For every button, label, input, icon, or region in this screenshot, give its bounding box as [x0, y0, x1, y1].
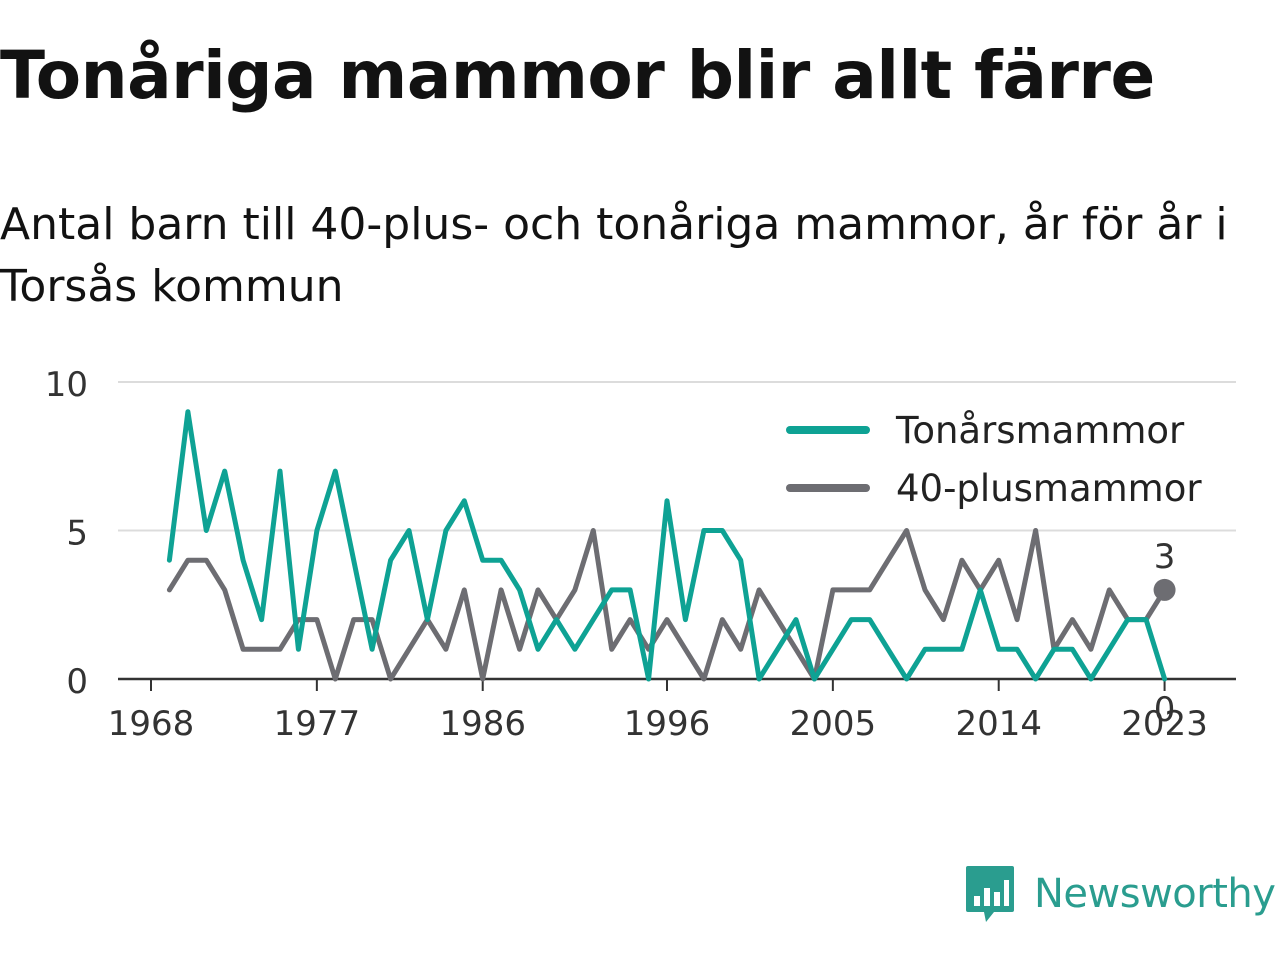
- brand-name: Newsworthy: [1034, 871, 1276, 917]
- x-axis: 1968 1977 1986 1996 2005 2014 2023: [108, 677, 1236, 744]
- grid-lines: [118, 381, 1236, 532]
- series-end-label: 3: [1154, 537, 1176, 577]
- series-line: [166, 528, 1168, 682]
- x-tick-label: 1977: [274, 704, 361, 744]
- series-end-label: 0: [1154, 690, 1176, 730]
- x-tick-label: 2005: [790, 704, 877, 744]
- series-line: [166, 409, 1168, 682]
- y-tick-label: 5: [66, 514, 88, 554]
- x-tick-label: 2014: [955, 704, 1042, 744]
- y-axis: 0 5 10: [45, 365, 88, 702]
- chart-subtitle: Antal barn till 40-plus- och tonåriga ma…: [0, 199, 1228, 312]
- series-lines: 03: [166, 409, 1176, 730]
- legend-label: Tonårsmammor: [895, 409, 1185, 452]
- legend: Tonårsmammor 40-plusmammor: [786, 409, 1202, 510]
- y-tick-label: 0: [66, 662, 88, 702]
- x-tick-label: 2023: [1121, 704, 1208, 744]
- x-tick-label: 1986: [439, 704, 526, 744]
- y-tick-label: 10: [45, 365, 88, 405]
- x-tick-label: 1996: [624, 704, 711, 744]
- newsworthy-logo-icon: [966, 866, 1014, 922]
- x-tick-label: 1968: [108, 704, 195, 744]
- series-end-point: [1153, 578, 1176, 601]
- legend-label: 40-plusmammor: [896, 467, 1202, 510]
- brand-logo: Newsworthy: [964, 864, 1276, 924]
- chart-title: Tonåriga mammor blir allt färre: [0, 37, 1155, 114]
